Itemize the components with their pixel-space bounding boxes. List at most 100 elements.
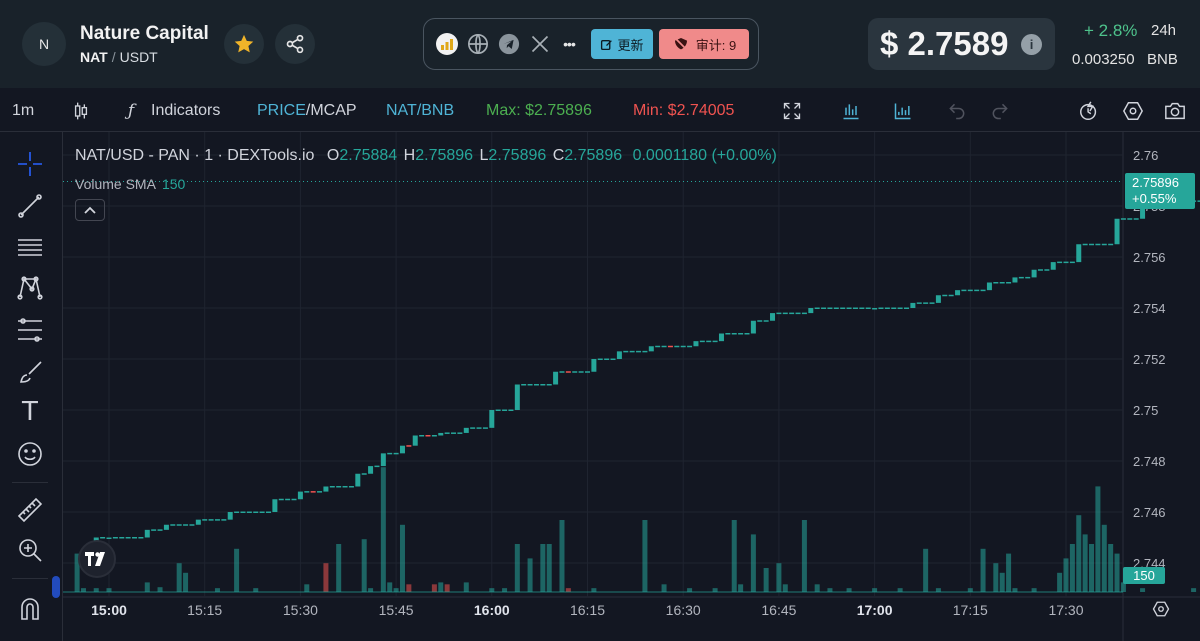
y-tick-label: 2.75: [1133, 403, 1158, 418]
candle: [852, 307, 858, 309]
update-button[interactable]: 更新: [591, 29, 653, 59]
ruler-icon[interactable]: [16, 496, 44, 524]
indicators-button[interactable]: Indicators: [151, 102, 221, 119]
volume-bar: [80, 588, 86, 592]
volume-bar: [1191, 588, 1197, 592]
zoom-in-icon[interactable]: [16, 536, 44, 564]
candle: [623, 350, 629, 353]
volume-bar: [393, 588, 399, 592]
volume-bar: [1089, 544, 1095, 592]
candle: [674, 345, 680, 348]
candle: [680, 345, 686, 348]
candle: [731, 333, 737, 335]
candle: [112, 537, 118, 539]
horizontal-lines-icon[interactable]: [16, 233, 44, 261]
candle: [827, 307, 833, 309]
price-mcap-toggle[interactable]: PRICE/MCAP: [257, 102, 357, 120]
telegram-icon[interactable]: [497, 32, 521, 56]
candle: [297, 491, 303, 500]
candle: [521, 384, 527, 386]
x-icon[interactable]: [528, 32, 552, 56]
volume-bar: [74, 553, 80, 592]
volume-bar: [361, 539, 367, 592]
chart-logo-icon[interactable]: [435, 32, 459, 56]
brush-icon[interactable]: [16, 358, 44, 386]
text-tool-icon[interactable]: T: [22, 397, 38, 427]
indicators-icon[interactable]: ƒ: [127, 101, 135, 121]
volume-chart-icon[interactable]: [892, 100, 914, 122]
candle: [942, 294, 948, 297]
crosshair-icon[interactable]: [16, 150, 44, 178]
candle: [1057, 261, 1063, 264]
token-pair: NAT / USDT: [80, 49, 158, 65]
price-option[interactable]: PRICE: [257, 102, 306, 119]
mcap-option[interactable]: /MCAP: [305, 102, 357, 119]
bars-chart-icon[interactable]: [840, 100, 862, 122]
volume-bar: [183, 572, 189, 592]
interval-selector[interactable]: 1m: [12, 102, 35, 119]
audit-button[interactable]: 审计: 9: [659, 29, 749, 59]
globe-icon[interactable]: [466, 32, 490, 56]
pair-toggle[interactable]: NAT/BNB: [386, 102, 455, 119]
candle: [1069, 261, 1075, 264]
candle: [482, 427, 488, 429]
redo-icon[interactable]: [989, 100, 1011, 122]
volume-bar: [1063, 558, 1069, 592]
candle: [540, 384, 546, 386]
candle: [999, 282, 1005, 284]
tradingview-logo[interactable]: [78, 540, 116, 578]
candle: [897, 307, 903, 309]
price-chart[interactable]: 2.762.7582.7562.7542.7522.752.7482.7462.…: [63, 132, 1200, 641]
volume-bar: [336, 544, 342, 592]
candle: [840, 307, 846, 309]
candle: [470, 427, 476, 429]
candle: [144, 529, 150, 538]
candle: [935, 295, 941, 303]
volume-label: Volume SMA: [75, 176, 156, 192]
candle: [266, 511, 271, 513]
candles-icon[interactable]: [70, 100, 92, 122]
fullscreen-icon[interactable]: [781, 100, 803, 122]
candle: [980, 289, 986, 292]
camera-icon[interactable]: [1164, 100, 1186, 122]
candle: [285, 498, 291, 501]
x-tick-label: 17:00: [857, 602, 893, 618]
settings-icon[interactable]: [1122, 100, 1144, 122]
candle: [100, 537, 106, 539]
candle: [993, 282, 999, 284]
trendline-icon[interactable]: [16, 192, 44, 220]
low-value: 2.75896: [488, 147, 547, 164]
candle: [1018, 276, 1024, 279]
low-label: L: [479, 147, 489, 164]
more-icon[interactable]: •••: [563, 36, 576, 52]
candle: [463, 427, 469, 433]
alert-clock-icon[interactable]: [1078, 100, 1100, 122]
volume-bar: [559, 520, 565, 592]
candle: [304, 491, 310, 493]
magnet-icon[interactable]: [16, 594, 44, 622]
panel-resize-handle[interactable]: [52, 576, 60, 598]
candle: [916, 302, 922, 304]
token-header: N Nature Capital NAT / USDT ••• 更新 审计: 9: [0, 0, 1200, 88]
candle: [814, 307, 820, 309]
x-tick-label: 16:00: [474, 602, 510, 618]
candle: [163, 524, 169, 530]
candle: [859, 307, 865, 309]
candle: [119, 537, 125, 539]
pattern-icon[interactable]: [16, 274, 44, 302]
candle: [240, 511, 246, 513]
fib-retracement-icon[interactable]: [16, 316, 44, 344]
volume-bar: [999, 572, 1005, 592]
candle: [361, 473, 367, 475]
info-icon[interactable]: i: [1021, 34, 1042, 55]
favorite-button[interactable]: [224, 24, 264, 64]
undo-icon[interactable]: [946, 100, 968, 122]
min-price: Min: $2.74005: [633, 102, 735, 119]
share-button[interactable]: [275, 24, 315, 64]
collapse-legend-button[interactable]: [75, 199, 105, 221]
axis-settings-icon[interactable]: [1150, 598, 1172, 620]
candle: [336, 486, 342, 488]
emoji-icon[interactable]: [16, 440, 44, 468]
volume-bar: [872, 588, 878, 592]
candle: [667, 345, 673, 348]
